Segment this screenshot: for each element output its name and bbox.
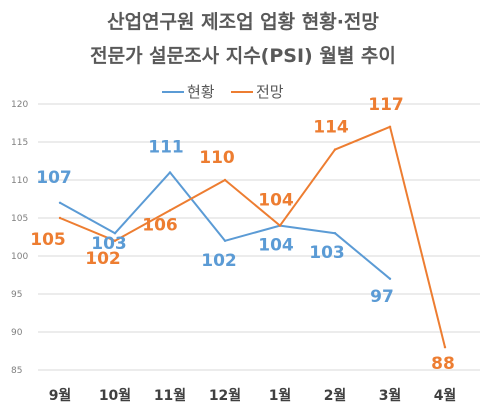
x-tick-label: 12월 xyxy=(209,387,241,404)
data-point-jeonmang xyxy=(113,239,117,242)
data-label-hyeonhwang: 103 xyxy=(91,234,127,254)
x-tick-label: 10월 xyxy=(99,387,131,404)
chart-title-line-1: 산업연구원 제조업 업황 현황·전망 xyxy=(107,10,379,33)
gridlines xyxy=(38,103,480,371)
data-label-jeonmang: 88 xyxy=(431,354,455,374)
data-point-hyeonhwang xyxy=(333,232,337,235)
data-point-jeonmang xyxy=(443,346,447,349)
y-axis: 85 90 95 100 105 110 115 120 xyxy=(11,100,28,376)
data-point-jeonmang xyxy=(58,216,62,220)
data-point-hyeonhwang xyxy=(388,277,392,280)
data-label-hyeonhwang: 104 xyxy=(258,236,294,256)
legend: 현황 전망 xyxy=(162,83,284,101)
data-label-jeonmang: 114 xyxy=(313,118,349,138)
data-point-jeonmang xyxy=(278,224,282,227)
data-point-jeonmang xyxy=(388,125,392,128)
y-tick-label: 105 xyxy=(11,214,28,224)
data-point-jeonmang xyxy=(223,178,227,182)
x-axis: 9월 10월 11월 12월 1월 2월 3월 4월 xyxy=(49,387,457,404)
x-tick-label: 9월 xyxy=(49,387,72,404)
legend-label-jeonmang: 전망 xyxy=(256,83,284,101)
data-point-jeonmang xyxy=(333,148,337,151)
data-label-jeonmang: 117 xyxy=(368,95,404,115)
y-tick-label: 95 xyxy=(11,290,22,300)
data-point-hyeonhwang xyxy=(113,232,117,235)
y-tick-label: 100 xyxy=(11,252,28,262)
series-lines xyxy=(58,125,447,349)
data-label-jeonmang: 106 xyxy=(142,215,178,235)
data-point-hyeonhwang xyxy=(168,171,172,174)
legend-label-hyeonhwang: 현황 xyxy=(187,83,215,101)
y-tick-label: 120 xyxy=(11,100,28,110)
x-tick-label: 2월 xyxy=(324,387,347,404)
data-point-hyeonhwang xyxy=(223,239,227,242)
x-tick-label: 11월 xyxy=(154,387,186,404)
data-label-hyeonhwang: 107 xyxy=(36,168,72,188)
data-label-hyeonhwang: 102 xyxy=(201,251,237,271)
data-label-jeonmang: 104 xyxy=(258,191,294,211)
data-label-hyeonhwang: 97 xyxy=(370,287,394,307)
y-tick-label: 90 xyxy=(11,328,23,338)
data-label-hyeonhwang: 103 xyxy=(309,243,345,263)
x-tick-label: 1월 xyxy=(269,387,292,404)
y-tick-label: 85 xyxy=(11,366,22,376)
y-tick-label: 110 xyxy=(11,176,28,186)
x-tick-label: 4월 xyxy=(434,387,457,404)
chart-title-line-2: 전문가 설문조사 지수(PSI) 월별 추이 xyxy=(90,45,396,67)
data-label-hyeonhwang: 111 xyxy=(148,137,184,157)
x-tick-label: 3월 xyxy=(379,387,402,404)
data-point-jeonmang xyxy=(168,209,172,212)
y-tick-label: 115 xyxy=(11,138,28,148)
data-labels: 107 103 111 102 104 103 97 105 102 106 110 104 114 11… xyxy=(30,95,455,374)
data-label-jeonmang: 110 xyxy=(199,148,235,168)
series-line-jeonmang xyxy=(59,125,446,348)
data-point-hyeonhwang xyxy=(58,201,62,204)
data-label-jeonmang: 102 xyxy=(85,249,121,269)
data-label-jeonmang: 105 xyxy=(30,230,66,250)
